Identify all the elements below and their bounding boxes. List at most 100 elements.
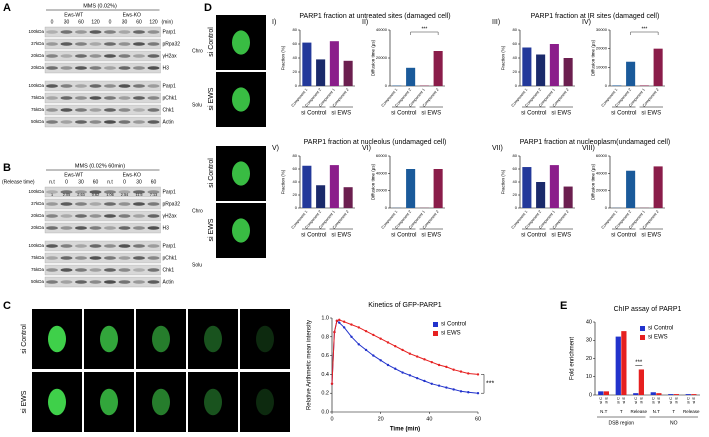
band <box>89 202 102 206</box>
annotation: *** <box>486 381 494 388</box>
band <box>118 30 131 34</box>
time-label: 5m <box>140 425 148 431</box>
y-tick-label: 20 <box>293 192 298 197</box>
band <box>75 280 87 284</box>
band <box>104 84 116 88</box>
protein-label: pRpa32 <box>163 41 181 47</box>
band <box>89 108 102 112</box>
y-tick-label: 40 <box>513 179 518 184</box>
y-tick-label: 80 <box>513 153 518 158</box>
band <box>133 108 145 112</box>
band <box>104 96 116 100</box>
band <box>60 280 73 284</box>
lane-label: 30 <box>122 19 128 25</box>
bar <box>656 393 662 395</box>
bar <box>329 165 339 208</box>
band <box>60 202 73 206</box>
marker-label: 75kDa <box>31 267 45 272</box>
band <box>60 268 73 272</box>
bar <box>621 331 627 395</box>
micrograph <box>188 372 238 432</box>
legend-swatch <box>433 322 438 327</box>
marker-label: 50kDa <box>31 279 45 284</box>
lane-label: 0 <box>109 19 112 25</box>
group-label: si Control <box>301 233 326 239</box>
band <box>75 30 87 34</box>
lane-label: 60 <box>93 179 99 185</box>
band <box>75 42 87 46</box>
y-tick-label: 40 <box>293 179 298 184</box>
panel-label: C <box>3 300 11 312</box>
band <box>118 190 131 194</box>
band <box>104 120 116 124</box>
y-axis-label: Relative Arithmetic mean intensity <box>306 320 312 410</box>
row-label: si Control <box>208 27 215 57</box>
panel-number: III) <box>492 19 500 26</box>
bar <box>549 165 559 208</box>
y-tick-label: 20 <box>293 69 298 74</box>
band <box>147 256 160 260</box>
marker-label: 50kDa <box>31 119 45 124</box>
bar <box>536 182 546 208</box>
marker-label: 20kDa <box>31 65 45 70</box>
panel-number: VII) <box>492 145 503 152</box>
group-label: si Control <box>521 111 546 117</box>
y-tick-label: 30000 <box>596 27 608 32</box>
bar <box>563 186 573 208</box>
protein-label: pRpa32 <box>163 201 181 207</box>
y-tick-label: 20 <box>513 69 518 74</box>
annotation: *** <box>641 26 647 32</box>
blot-strip <box>44 38 161 50</box>
nucleus <box>256 388 274 416</box>
y-tick-label: 0.8 <box>321 334 329 340</box>
panel-number: V) <box>272 145 279 152</box>
bar-label: si E <box>638 397 643 404</box>
bar <box>329 41 339 86</box>
protein-label: Actin <box>163 119 174 125</box>
y-tick-label: 0 <box>515 83 518 88</box>
panel-label: A <box>3 2 11 14</box>
bar <box>343 60 353 86</box>
band <box>75 108 87 112</box>
panel-number: IV) <box>582 19 591 26</box>
band <box>89 244 102 248</box>
annotation: *** <box>635 360 643 366</box>
micrograph <box>240 309 290 369</box>
nucleus <box>204 325 222 353</box>
band <box>89 66 102 70</box>
band <box>147 120 160 124</box>
marker-label: 37kDa <box>31 201 45 206</box>
blot-strip <box>44 104 161 116</box>
band <box>104 214 116 218</box>
band <box>46 244 58 248</box>
fraction-label: Solu <box>192 102 202 108</box>
group-label: si EWS <box>421 111 441 117</box>
chart-title: PARP1 fraction at IR sites (damaged cell… <box>531 13 660 20</box>
x-tick-label: Release <box>683 409 700 414</box>
panel-number: I) <box>272 19 276 26</box>
band <box>118 268 131 272</box>
bar <box>639 85 649 86</box>
y-axis-label: Fraction (%) <box>280 169 285 194</box>
x-tick-label: 40 <box>426 416 432 422</box>
y-tick-label: 0.6 <box>321 353 329 359</box>
band <box>89 42 102 46</box>
chart-title: Kinetics of GFP-PARP1 <box>368 302 442 309</box>
band <box>89 84 102 88</box>
band <box>46 42 58 46</box>
band <box>147 108 160 112</box>
band <box>147 30 160 34</box>
protein-label: Chk1 <box>163 267 175 273</box>
y-axis-label: Fraction (%) <box>500 169 505 194</box>
x-tick-label: 60 <box>475 416 481 422</box>
group-label: si EWS <box>331 233 351 239</box>
blot-strip <box>44 26 161 38</box>
bar <box>522 47 532 86</box>
band <box>60 214 73 218</box>
bar <box>685 394 691 395</box>
band <box>147 244 160 248</box>
band <box>118 256 131 260</box>
bar-label: si C <box>598 397 603 404</box>
marker-label: 75kDa <box>31 95 45 100</box>
y-tick-label: 80 <box>293 153 298 158</box>
